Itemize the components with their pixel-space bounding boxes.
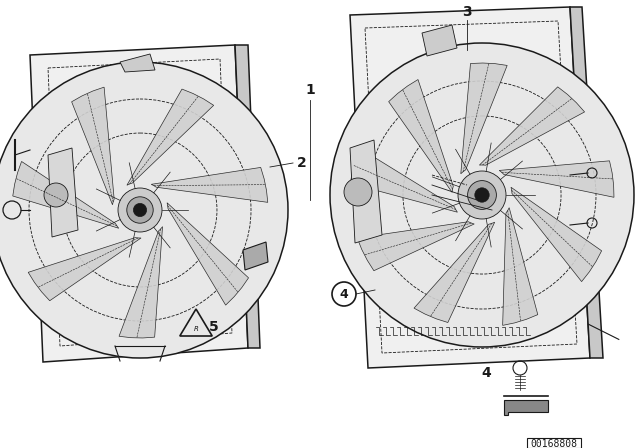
Polygon shape: [504, 400, 548, 415]
Polygon shape: [13, 161, 119, 228]
Text: 4: 4: [340, 288, 348, 301]
Text: 4: 4: [481, 366, 491, 380]
Polygon shape: [350, 7, 590, 368]
Polygon shape: [422, 25, 457, 56]
Circle shape: [127, 197, 153, 223]
Circle shape: [458, 171, 506, 219]
Circle shape: [468, 181, 497, 209]
Polygon shape: [499, 161, 614, 197]
Polygon shape: [28, 237, 141, 301]
Text: 1: 1: [305, 83, 315, 97]
Polygon shape: [151, 168, 268, 202]
Text: 2: 2: [297, 156, 307, 170]
Polygon shape: [48, 148, 78, 237]
Polygon shape: [243, 242, 268, 270]
Circle shape: [44, 183, 68, 207]
Text: 5: 5: [209, 320, 219, 334]
Polygon shape: [570, 7, 603, 358]
Polygon shape: [127, 89, 214, 185]
Polygon shape: [235, 45, 260, 348]
Text: 00168808: 00168808: [531, 439, 577, 448]
Circle shape: [475, 188, 489, 202]
Polygon shape: [351, 148, 458, 212]
Text: R: R: [193, 326, 198, 332]
Polygon shape: [414, 222, 495, 323]
Polygon shape: [120, 54, 155, 72]
Polygon shape: [350, 140, 382, 243]
Polygon shape: [502, 208, 538, 325]
Polygon shape: [388, 80, 453, 192]
Polygon shape: [461, 63, 507, 174]
Polygon shape: [30, 45, 248, 362]
Circle shape: [344, 178, 372, 206]
Polygon shape: [72, 87, 114, 205]
Polygon shape: [167, 203, 248, 305]
Polygon shape: [479, 87, 584, 165]
Polygon shape: [119, 227, 163, 338]
Ellipse shape: [0, 62, 288, 358]
Circle shape: [133, 203, 147, 216]
Ellipse shape: [330, 43, 634, 347]
Polygon shape: [357, 222, 474, 271]
Circle shape: [118, 188, 162, 232]
Text: 3: 3: [462, 5, 472, 19]
Polygon shape: [511, 187, 602, 282]
